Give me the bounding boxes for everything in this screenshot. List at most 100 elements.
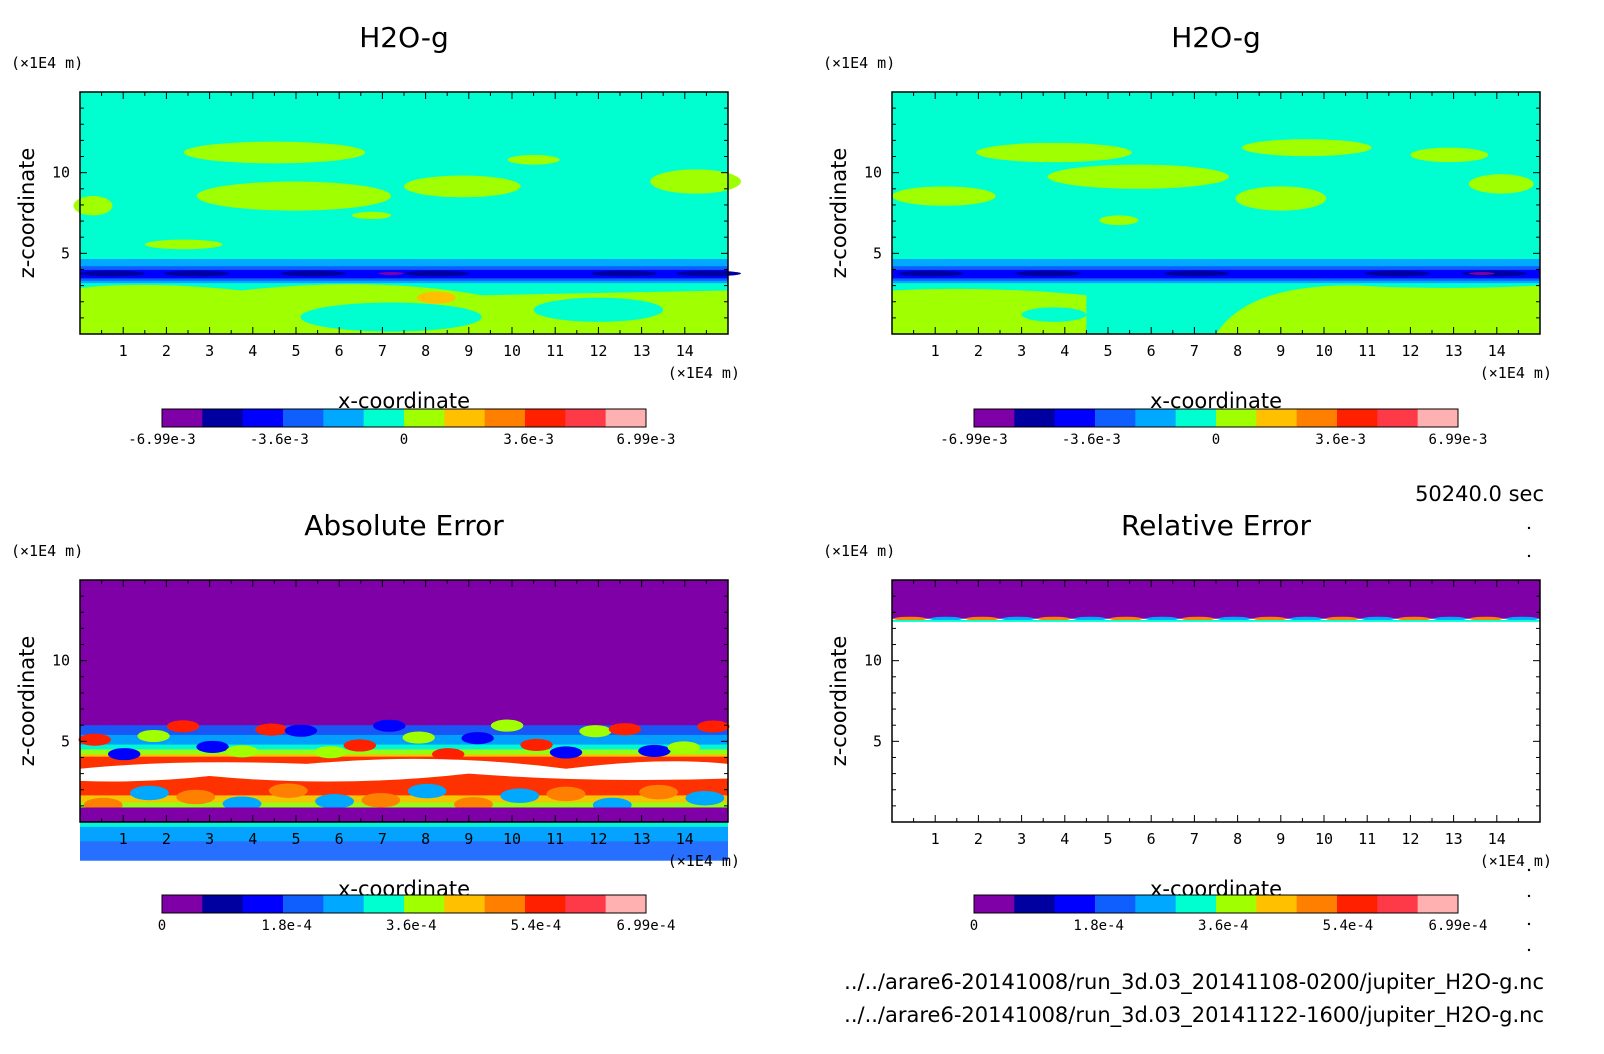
x-tick-label: 10 [503,342,521,360]
x-tick-label: 14 [1488,830,1506,848]
heatmap-panel-4: Relative Error(×1E4 m)1 2 3 4 5 6 7 8 9 10 11 12 13 1… [823,509,1552,934]
colorbar-tick-label: 6.99e-4 [616,918,675,934]
colorbar-swatch [283,895,324,913]
colorbar: -6.99e-3 -3.6e-3 0 3.6e-3 6.99e-3 [128,408,676,448]
x-tick-label: 8 [1233,342,1242,360]
colorbar-tick-label: 0 [1212,432,1220,448]
margin-dot [1527,868,1531,872]
y-unit-label: (×1E4 m) [11,54,83,72]
margin-dot [1527,526,1531,530]
colorbar-swatch [1296,895,1338,913]
colorbar-tick-label: 1.8e-4 [1073,918,1124,934]
heatmap-panel-1: H2O-g(×1E4 m)1 2 3 4 5 6 7 8 9 10 11 12 13 14(×1E4 m)… [11,21,741,448]
y-tick-label: 10 [864,164,882,182]
colorbar-swatch [323,409,365,427]
x-tick-label: 4 [1060,342,1069,360]
colorbar-tick-label: -6.99e-3 [940,432,1007,448]
colorbar-swatch [484,895,526,913]
colorbar-swatch [444,409,486,427]
y-unit-label: (×1E4 m) [11,542,83,560]
margin-dot [1527,948,1531,952]
x-tick-label: 1 [119,830,128,848]
colorbar-swatch [162,895,203,913]
y-tick-label: 5 [61,244,70,262]
x-tick-label: 8 [1233,830,1242,848]
colorbar: -6.99e-3 -3.6e-3 0 3.6e-3 6.99e-3 [940,408,1488,448]
colorbar-swatch [1175,409,1217,427]
x-tick-label: 12 [1401,342,1419,360]
y-tick-label: 5 [873,732,882,750]
colorbar-swatch [1135,895,1177,913]
x-tick-label: 5 [291,830,300,848]
margin-dot [1527,922,1531,926]
x-tick-label: 9 [1276,830,1285,848]
colorbar-tick-label: 0 [158,918,166,934]
x-tick-label: 13 [633,342,651,360]
x-tick-label: 10 [1315,342,1333,360]
x-tick-label: 11 [546,342,564,360]
x-tick-label: 9 [464,342,473,360]
colorbar-swatch [605,409,647,427]
colorbar-swatch [1256,895,1298,913]
y-unit-label: (×1E4 m) [823,54,895,72]
y-tick-label: 5 [873,244,882,262]
colorbar-tick-label: 6.99e-3 [616,432,675,448]
x-tick-label: 11 [546,830,564,848]
colorbar-swatch [363,895,405,913]
x-tick-label: 6 [335,830,344,848]
colorbar-swatch [444,895,486,913]
x-tick-label: 4 [248,830,257,848]
heatmap-field [892,92,1540,334]
colorbar-swatch [1256,409,1298,427]
colorbar-tick-label: -6.99e-3 [128,432,195,448]
x-tick-label: 14 [676,342,694,360]
heatmap-field [892,580,1540,822]
colorbar-swatch [565,409,607,427]
x-tick-label: 3 [1017,342,1026,360]
colorbar-tick-label: 6.99e-4 [1428,918,1487,934]
colorbar-swatch [1337,409,1378,427]
colorbar-tick-label: 6.99e-3 [1428,432,1487,448]
colorbar-swatch [1417,895,1459,913]
x-tick-label: 13 [633,830,651,848]
x-unit-label: (×1E4 m) [668,852,740,870]
colorbar-swatch [565,895,607,913]
colorbar-tick-label: -3.6e-3 [1062,432,1121,448]
x-tick-label: 4 [1060,830,1069,848]
panel-title: H2O-g [1171,21,1261,54]
colorbar-tick-label: 1.8e-4 [261,918,312,934]
x-tick-label: 7 [378,342,387,360]
x-tick-label: 10 [1315,830,1333,848]
x-unit-label: (×1E4 m) [1480,364,1552,382]
colorbar-swatch [202,895,244,913]
colorbar-swatch [605,895,647,913]
y-tick-label: 5 [61,732,70,750]
x-tick-label: 1 [931,830,940,848]
x-tick-label: 9 [464,830,473,848]
colorbar-swatch [484,409,526,427]
colorbar-swatch [1095,409,1136,427]
time-label: 50240.0 sec [1415,482,1544,506]
colorbar-tick-label: 3.6e-4 [1198,918,1249,934]
y-tick-label: 10 [864,652,882,670]
heatmap-field [73,92,741,334]
x-tick-label: 14 [676,830,694,848]
x-tick-label: 9 [1276,342,1285,360]
x-tick-label: 12 [1401,830,1419,848]
panel-title: H2O-g [359,21,449,54]
x-tick-label: 12 [589,830,607,848]
colorbar-tick-label: 3.6e-4 [386,918,437,934]
colorbar-swatch [1135,409,1177,427]
x-tick-label: 8 [421,342,430,360]
colorbar-tick-label: 3.6e-3 [503,432,554,448]
x-tick-label: 6 [1147,830,1156,848]
colorbar: 0 1.8e-4 3.6e-4 5.4e-4 6.99e-4 [970,894,1488,934]
x-tick-label: 5 [1103,830,1112,848]
colorbar-swatch [404,895,445,913]
colorbar-swatch [1377,895,1419,913]
y-tick-label: 10 [52,164,70,182]
colorbar-swatch [404,409,445,427]
x-tick-label: 6 [1147,342,1156,360]
x-tick-label: 12 [589,342,607,360]
